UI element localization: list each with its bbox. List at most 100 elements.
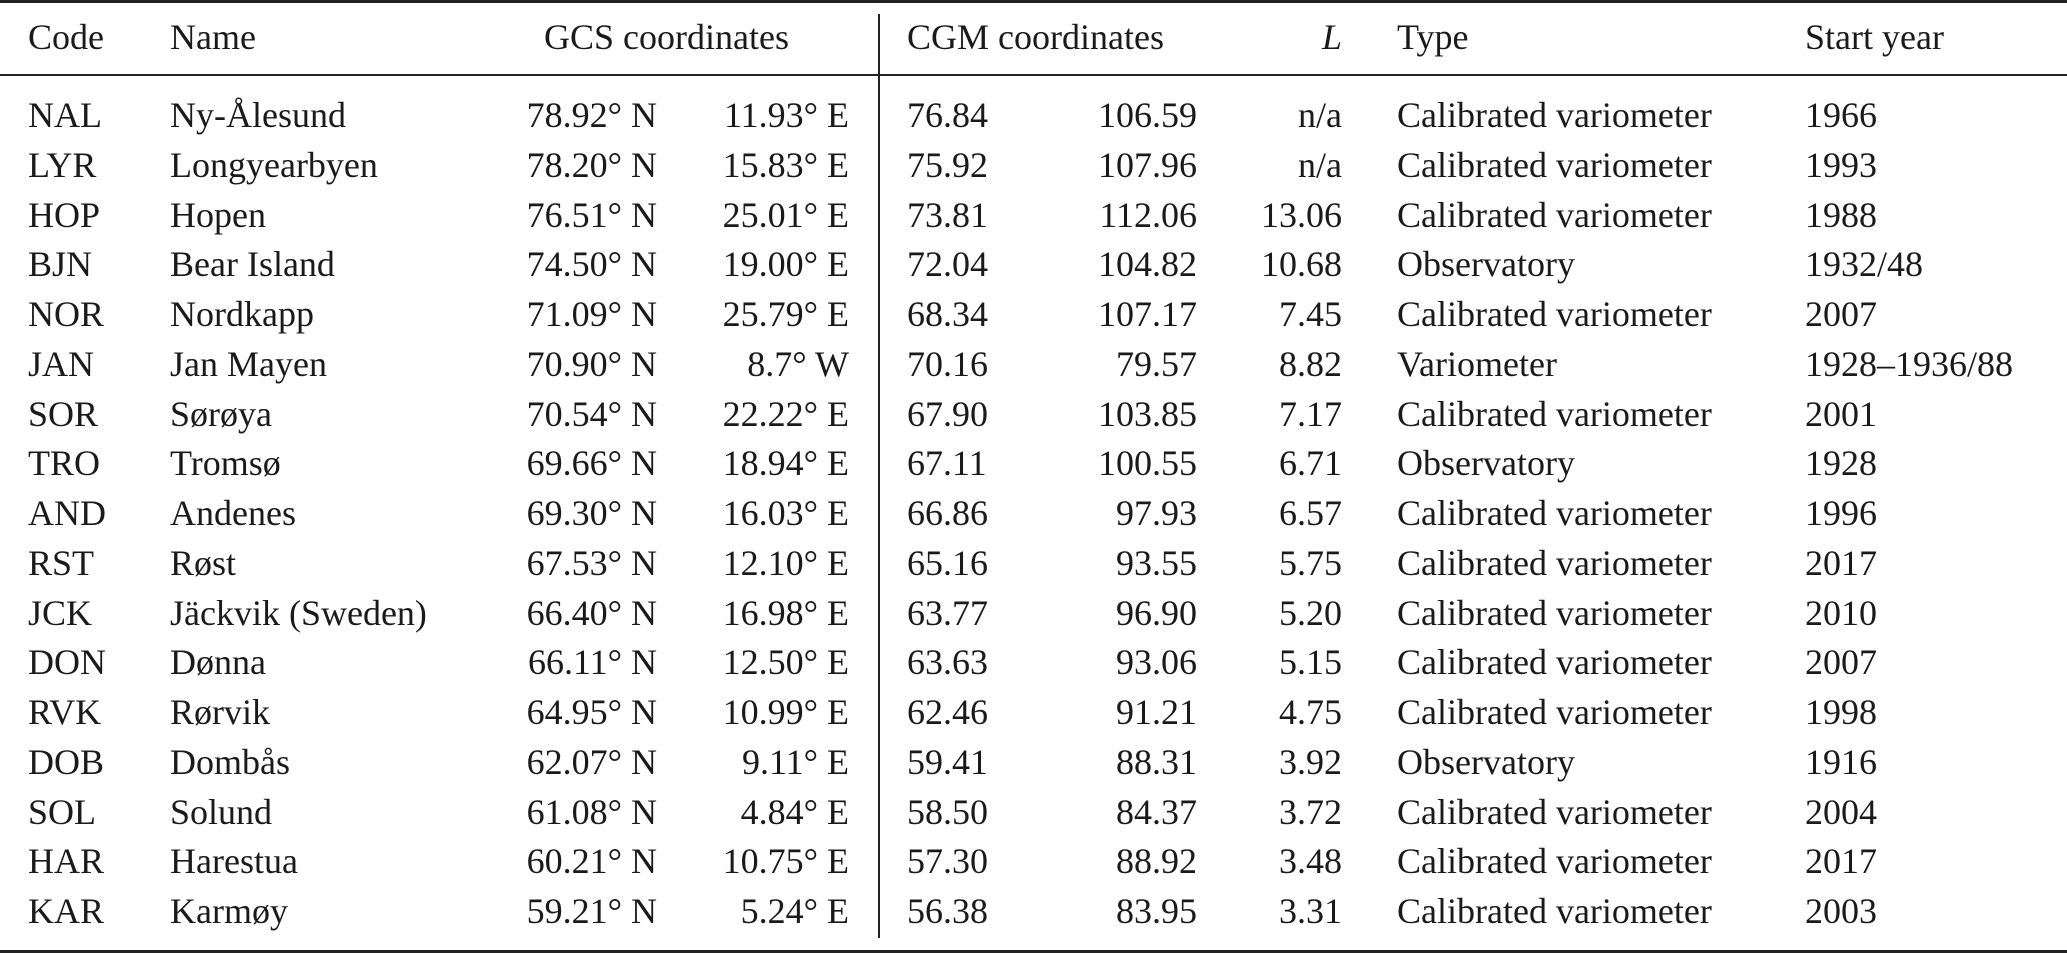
header-type: Type — [1397, 17, 1469, 57]
cell-start-year: 1993 — [1805, 145, 1877, 185]
cell-start-year: 2017 — [1805, 841, 1877, 881]
cell-type: Observatory — [1397, 742, 1575, 782]
cell-start-year: 1966 — [1805, 95, 1877, 135]
cell-name: Solund — [170, 792, 273, 832]
table-bottom-rule — [0, 950, 2067, 953]
cell-l-shell: 5.75 — [1279, 543, 1342, 583]
cell-type: Calibrated variometer — [1397, 792, 1712, 832]
header-name: Name — [170, 17, 256, 57]
cell-type: Calibrated variometer — [1397, 543, 1712, 583]
cell-start-year: 2004 — [1805, 792, 1877, 832]
cell-gcs-latitude: 67.53° N — [526, 543, 657, 583]
table-row: DON Dønna 66.11° N 12.50° E 63.63 93.06 5.15 Ca… — [0, 637, 2067, 687]
cell-l-shell: 5.15 — [1279, 642, 1342, 682]
cell-cgm-longitude: 84.37 — [1116, 792, 1197, 832]
header-cgm-coordinates: CGM coordinates — [907, 17, 1164, 57]
cell-code: NOR — [28, 294, 105, 334]
cell-start-year: 1996 — [1805, 493, 1877, 533]
cell-l-shell: 3.48 — [1279, 841, 1342, 881]
cell-type: Calibrated variometer — [1397, 95, 1712, 135]
cell-cgm-longitude: 83.95 — [1116, 891, 1197, 931]
cell-type: Calibrated variometer — [1397, 294, 1712, 334]
cell-name: Hopen — [170, 195, 266, 235]
cell-cgm-longitude: 91.21 — [1116, 692, 1197, 732]
cell-name: Røst — [170, 543, 237, 583]
cell-gcs-latitude: 74.50° N — [526, 244, 657, 284]
cell-start-year: 1932/48 — [1805, 244, 1924, 284]
cell-cgm-latitude: 68.34 — [907, 294, 988, 334]
cell-cgm-latitude: 70.16 — [907, 344, 988, 384]
cell-l-shell: 6.71 — [1279, 443, 1342, 483]
cell-gcs-longitude: 12.10° E — [722, 543, 849, 583]
cell-name: Rørvik — [170, 692, 271, 732]
cell-code: RVK — [28, 692, 102, 732]
cell-start-year: 1928–1936/88 — [1805, 344, 2014, 384]
cell-cgm-longitude: 93.06 — [1116, 642, 1197, 682]
cell-gcs-latitude: 62.07° N — [526, 742, 657, 782]
cell-gcs-longitude: 22.22° E — [722, 394, 849, 434]
cell-start-year: 1988 — [1805, 195, 1877, 235]
cell-gcs-latitude: 71.09° N — [526, 294, 657, 334]
cell-l-shell: 3.31 — [1279, 891, 1342, 931]
cell-l-shell: n/a — [1298, 95, 1342, 135]
cell-l-shell: 10.68 — [1261, 244, 1342, 284]
cell-name: Dombås — [170, 742, 290, 782]
cell-gcs-longitude: 12.50° E — [722, 642, 849, 682]
table-top-rule — [0, 0, 2067, 3]
table-row: RVK Rørvik 64.95° N 10.99° E 62.46 91.21 4.75 C… — [0, 687, 2067, 737]
cell-gcs-latitude: 69.30° N — [526, 493, 657, 533]
cell-type: Calibrated variometer — [1397, 493, 1712, 533]
cell-l-shell: n/a — [1298, 145, 1342, 185]
cell-name: Sørøya — [170, 394, 272, 434]
cell-l-shell: 5.20 — [1279, 593, 1342, 633]
cell-l-shell: 13.06 — [1261, 195, 1342, 235]
cell-code: TRO — [28, 443, 100, 483]
cell-l-shell: 4.75 — [1279, 692, 1342, 732]
cell-type: Calibrated variometer — [1397, 891, 1712, 931]
table-row: KAR Karmøy 59.21° N 5.24° E 56.38 83.95 3.31 Ca… — [0, 886, 2067, 936]
cell-type: Calibrated variometer — [1397, 394, 1712, 434]
column-divider — [878, 14, 880, 938]
cell-code: HAR — [28, 841, 105, 881]
cell-cgm-latitude: 59.41 — [907, 742, 988, 782]
cell-start-year: 2001 — [1805, 394, 1877, 434]
cell-l-shell: 3.72 — [1279, 792, 1342, 832]
cell-cgm-longitude: 107.96 — [1098, 145, 1197, 185]
cell-cgm-longitude: 93.55 — [1116, 543, 1197, 583]
cell-cgm-longitude: 106.59 — [1098, 95, 1197, 135]
cell-name: Ny-Ålesund — [170, 95, 346, 135]
cell-gcs-longitude: 8.7° W — [747, 344, 849, 384]
table-row: JCK Jäckvik (Sweden) 66.40° N 16.98° E 63.77… — [0, 588, 2067, 638]
cell-type: Calibrated variometer — [1397, 692, 1712, 732]
cell-gcs-latitude: 70.54° N — [526, 394, 657, 434]
cell-name: Dønna — [170, 642, 266, 682]
cell-code: SOR — [28, 394, 99, 434]
cell-gcs-latitude: 70.90° N — [526, 344, 657, 384]
header-code: Code — [28, 17, 104, 57]
cell-cgm-longitude: 107.17 — [1098, 294, 1197, 334]
cell-l-shell: 3.92 — [1279, 742, 1342, 782]
cell-cgm-latitude: 66.86 — [907, 493, 988, 533]
cell-gcs-latitude: 78.92° N — [526, 95, 657, 135]
cell-gcs-latitude: 76.51° N — [526, 195, 657, 235]
cell-cgm-latitude: 63.63 — [907, 642, 988, 682]
cell-cgm-latitude: 72.04 — [907, 244, 988, 284]
table-header-rule — [0, 74, 2067, 76]
cell-cgm-latitude: 57.30 — [907, 841, 988, 881]
cell-start-year: 2007 — [1805, 294, 1877, 334]
table-row: HAR Harestua 60.21° N 10.75° E 57.30 88.92 3.4… — [0, 836, 2067, 886]
cell-type: Variometer — [1397, 344, 1557, 384]
cell-gcs-latitude: 61.08° N — [526, 792, 657, 832]
cell-name: Jan Mayen — [170, 344, 327, 384]
cell-gcs-latitude: 64.95° N — [526, 692, 657, 732]
cell-gcs-longitude: 25.79° E — [722, 294, 849, 334]
cell-cgm-longitude: 100.55 — [1098, 443, 1197, 483]
table-row: LYR Longyearbyen 78.20° N 15.83° E 75.92 107.… — [0, 140, 2067, 190]
cell-l-shell: 6.57 — [1279, 493, 1342, 533]
cell-gcs-latitude: 78.20° N — [526, 145, 657, 185]
cell-cgm-latitude: 62.46 — [907, 692, 988, 732]
cell-cgm-latitude: 63.77 — [907, 593, 988, 633]
table-row: AND Andenes 69.30° N 16.03° E 66.86 97.93 6.57… — [0, 488, 2067, 538]
cell-code: SOL — [28, 792, 97, 832]
